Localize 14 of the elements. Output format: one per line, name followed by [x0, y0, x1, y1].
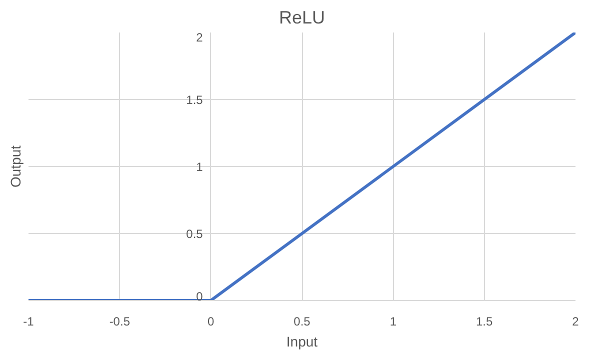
y-axis-title: Output	[8, 145, 24, 188]
x-tick-label: 1	[390, 314, 397, 328]
x-tick-label: -0.5	[109, 314, 130, 328]
x-axis-title: Input	[286, 334, 318, 350]
y-tick-label: 0.5	[186, 227, 204, 241]
x-tick-label: -1	[23, 314, 34, 328]
y-tick-label: 1	[196, 160, 204, 174]
x-tick-label: 2	[572, 314, 580, 328]
chart-title: ReLU	[278, 8, 326, 28]
y-tick-label: 2	[196, 30, 204, 44]
x-tick-label: 1.5	[476, 314, 493, 328]
y-tick-label: 1.5	[186, 93, 204, 107]
x-tick-label: 0	[207, 314, 214, 328]
x-tick-label: 0.5	[294, 314, 311, 328]
